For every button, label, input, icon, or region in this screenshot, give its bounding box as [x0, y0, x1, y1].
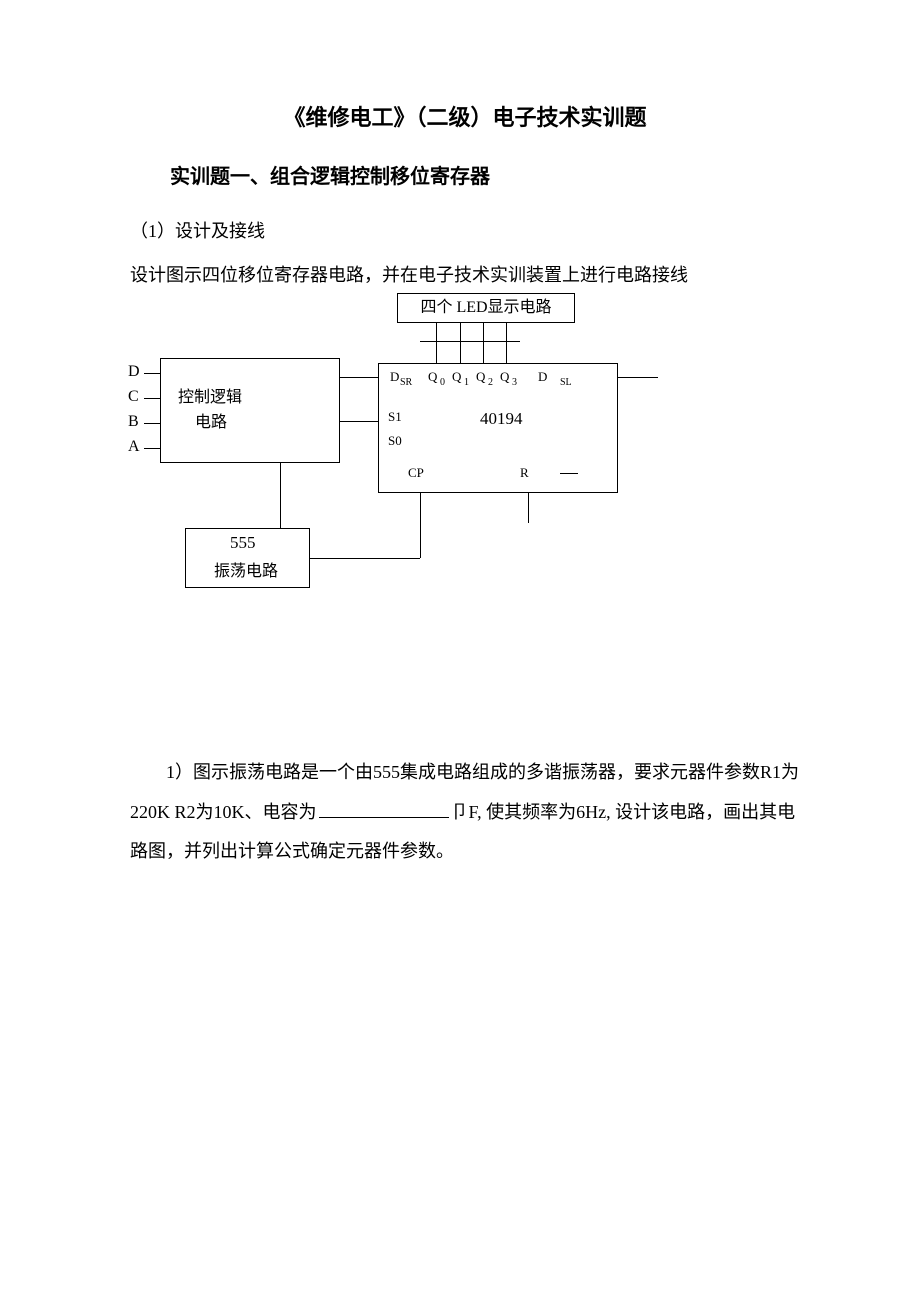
- led-box-label: 四个 LED显示电路: [420, 299, 551, 316]
- chip-q3-sub: 3: [512, 377, 517, 388]
- chip-q0-label: Q: [428, 369, 437, 385]
- fill-blank[interactable]: [319, 800, 449, 818]
- chip-q3-label: Q: [500, 369, 509, 385]
- control-box-label-1: 控制逻辑: [178, 383, 242, 407]
- diagram-line: [280, 463, 281, 528]
- diagram-line: [460, 323, 461, 363]
- osc-box-label-1: 555: [230, 533, 256, 553]
- diagram-line: [420, 341, 520, 342]
- input-a-label: A: [128, 438, 140, 456]
- question-1-paragraph: 1）图示振荡电路是一个由555集成电路组成的多谐振荡器，要求元器件参数R1为22…: [130, 753, 800, 872]
- chip-d-right-label: D: [538, 369, 547, 385]
- control-box-label-2: 电路: [195, 408, 227, 432]
- chip-q1-label: Q: [452, 369, 461, 385]
- chip-q1-sub: 1: [464, 377, 469, 388]
- exercise-subtitle: 实训题一、组合逻辑控制移位寄存器: [170, 160, 800, 189]
- input-c-label: C: [128, 388, 139, 406]
- diagram-line: [420, 493, 421, 558]
- chip-s0-label: S0: [388, 433, 402, 449]
- chip-dsr-sub: SR: [400, 377, 412, 388]
- chip-name-label: 40194: [480, 409, 523, 429]
- diagram-line: [144, 373, 160, 374]
- diagram-line: [340, 377, 378, 378]
- page-title: 《维修电工》（二级）电子技术实训题: [130, 100, 800, 132]
- chip-q2-label: Q: [476, 369, 485, 385]
- chip-cp-label: CP: [408, 465, 424, 481]
- design-description: 设计图示四位移位寄存器电路，并在电子技术实训装置上进行电路接线: [130, 261, 800, 287]
- chip-r-label: R: [520, 465, 529, 481]
- osc-box-label-2: 振荡电路: [214, 557, 278, 581]
- chip-sl-sub: SL: [560, 377, 572, 388]
- diagram-line: [340, 421, 378, 422]
- led-display-box: 四个 LED显示电路: [397, 293, 575, 323]
- diagram-line: [436, 323, 437, 363]
- chip-q0-sub: 0: [440, 377, 445, 388]
- diagram-line: [506, 323, 507, 363]
- control-logic-box: [160, 358, 340, 463]
- diagram-line: [144, 423, 160, 424]
- block-diagram: 四个 LED显示电路 D SR Q 0 Q 1 Q 2 Q 3 D SL S1 …: [120, 293, 760, 633]
- diagram-line: [483, 323, 484, 363]
- diagram-line: [528, 493, 529, 523]
- input-b-label: B: [128, 413, 139, 431]
- chip-q2-sub: 2: [488, 377, 493, 388]
- section-1-label: （1）设计及接线: [130, 217, 800, 243]
- diagram-line: [618, 377, 658, 378]
- chip-s1-label: S1: [388, 409, 402, 425]
- input-d-label: D: [128, 363, 140, 381]
- diagram-line: [310, 558, 420, 559]
- diagram-line: [560, 473, 578, 474]
- chip-dsr-label: D: [390, 369, 399, 385]
- diagram-line: [144, 448, 160, 449]
- diagram-line: [144, 398, 160, 399]
